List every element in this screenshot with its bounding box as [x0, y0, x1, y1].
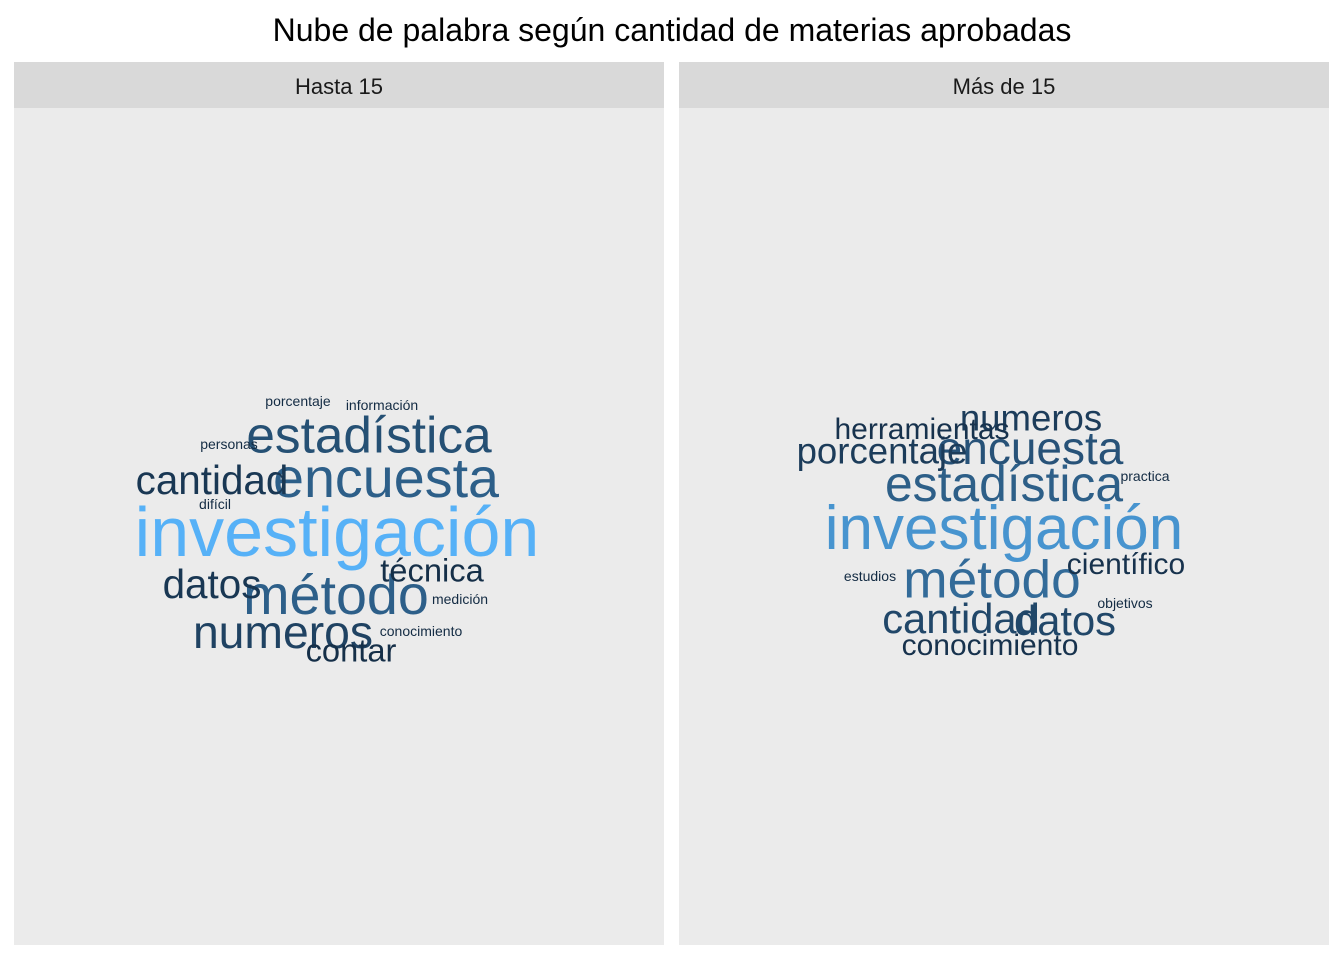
- word-numeros: numeros: [959, 397, 1103, 439]
- word-metodo: método: [243, 564, 429, 627]
- word-estudios: estudios: [843, 568, 897, 584]
- word-porcentaje: porcentaje: [796, 430, 968, 472]
- word-informacion: información: [345, 397, 419, 413]
- chart-title: Nube de palabra según cantidad de materi…: [272, 12, 1072, 48]
- word-medicion: medición: [431, 591, 489, 607]
- word-cientifico: científico: [1066, 548, 1186, 581]
- facet-strip-label: Más de 15: [679, 62, 1329, 108]
- word-practica: practica: [1120, 468, 1170, 484]
- facet-panel-mas-de-15: Más de 15 investigación método estadística…: [679, 62, 1329, 945]
- word-contar: contar: [305, 631, 397, 669]
- word-estadistica: estadística: [246, 406, 492, 464]
- facet-panel-hasta-15: Hasta 15 investigación método encuesta esta…: [14, 62, 664, 945]
- word-porcentaje: porcentaje: [265, 393, 331, 409]
- word-investigacion: investigación: [134, 493, 540, 571]
- word-encuesta: encuesta: [936, 422, 1124, 474]
- word-objetivos: objetivos: [1097, 595, 1153, 611]
- facet-strip-label: Hasta 15: [14, 62, 664, 108]
- word-conocimiento: conocimiento: [379, 623, 463, 639]
- word-datos: datos: [162, 560, 262, 607]
- word-metodo: método: [903, 550, 1081, 610]
- word-herramientas: herramientas: [834, 413, 1010, 446]
- word-cantidad: cantidad: [882, 595, 1040, 643]
- word-datos: datos: [1014, 597, 1116, 645]
- word-dificil: difícil: [199, 496, 231, 512]
- word-cloud: investigación método estadística encuesta da…: [679, 62, 1329, 945]
- word-investigacion: investigación: [824, 494, 1184, 563]
- word-encuesta: encuesta: [272, 447, 500, 510]
- word-conocimiento: conocimiento: [901, 629, 1079, 662]
- word-numeros: numeros: [192, 605, 374, 658]
- word-cloud: investigación método encuesta estadística nu…: [14, 62, 664, 945]
- word-estadistica: estadística: [884, 456, 1124, 513]
- word-personas: personas: [200, 436, 258, 452]
- word-tecnica: técnica: [380, 551, 484, 589]
- word-cantidad: cantidad: [135, 456, 289, 503]
